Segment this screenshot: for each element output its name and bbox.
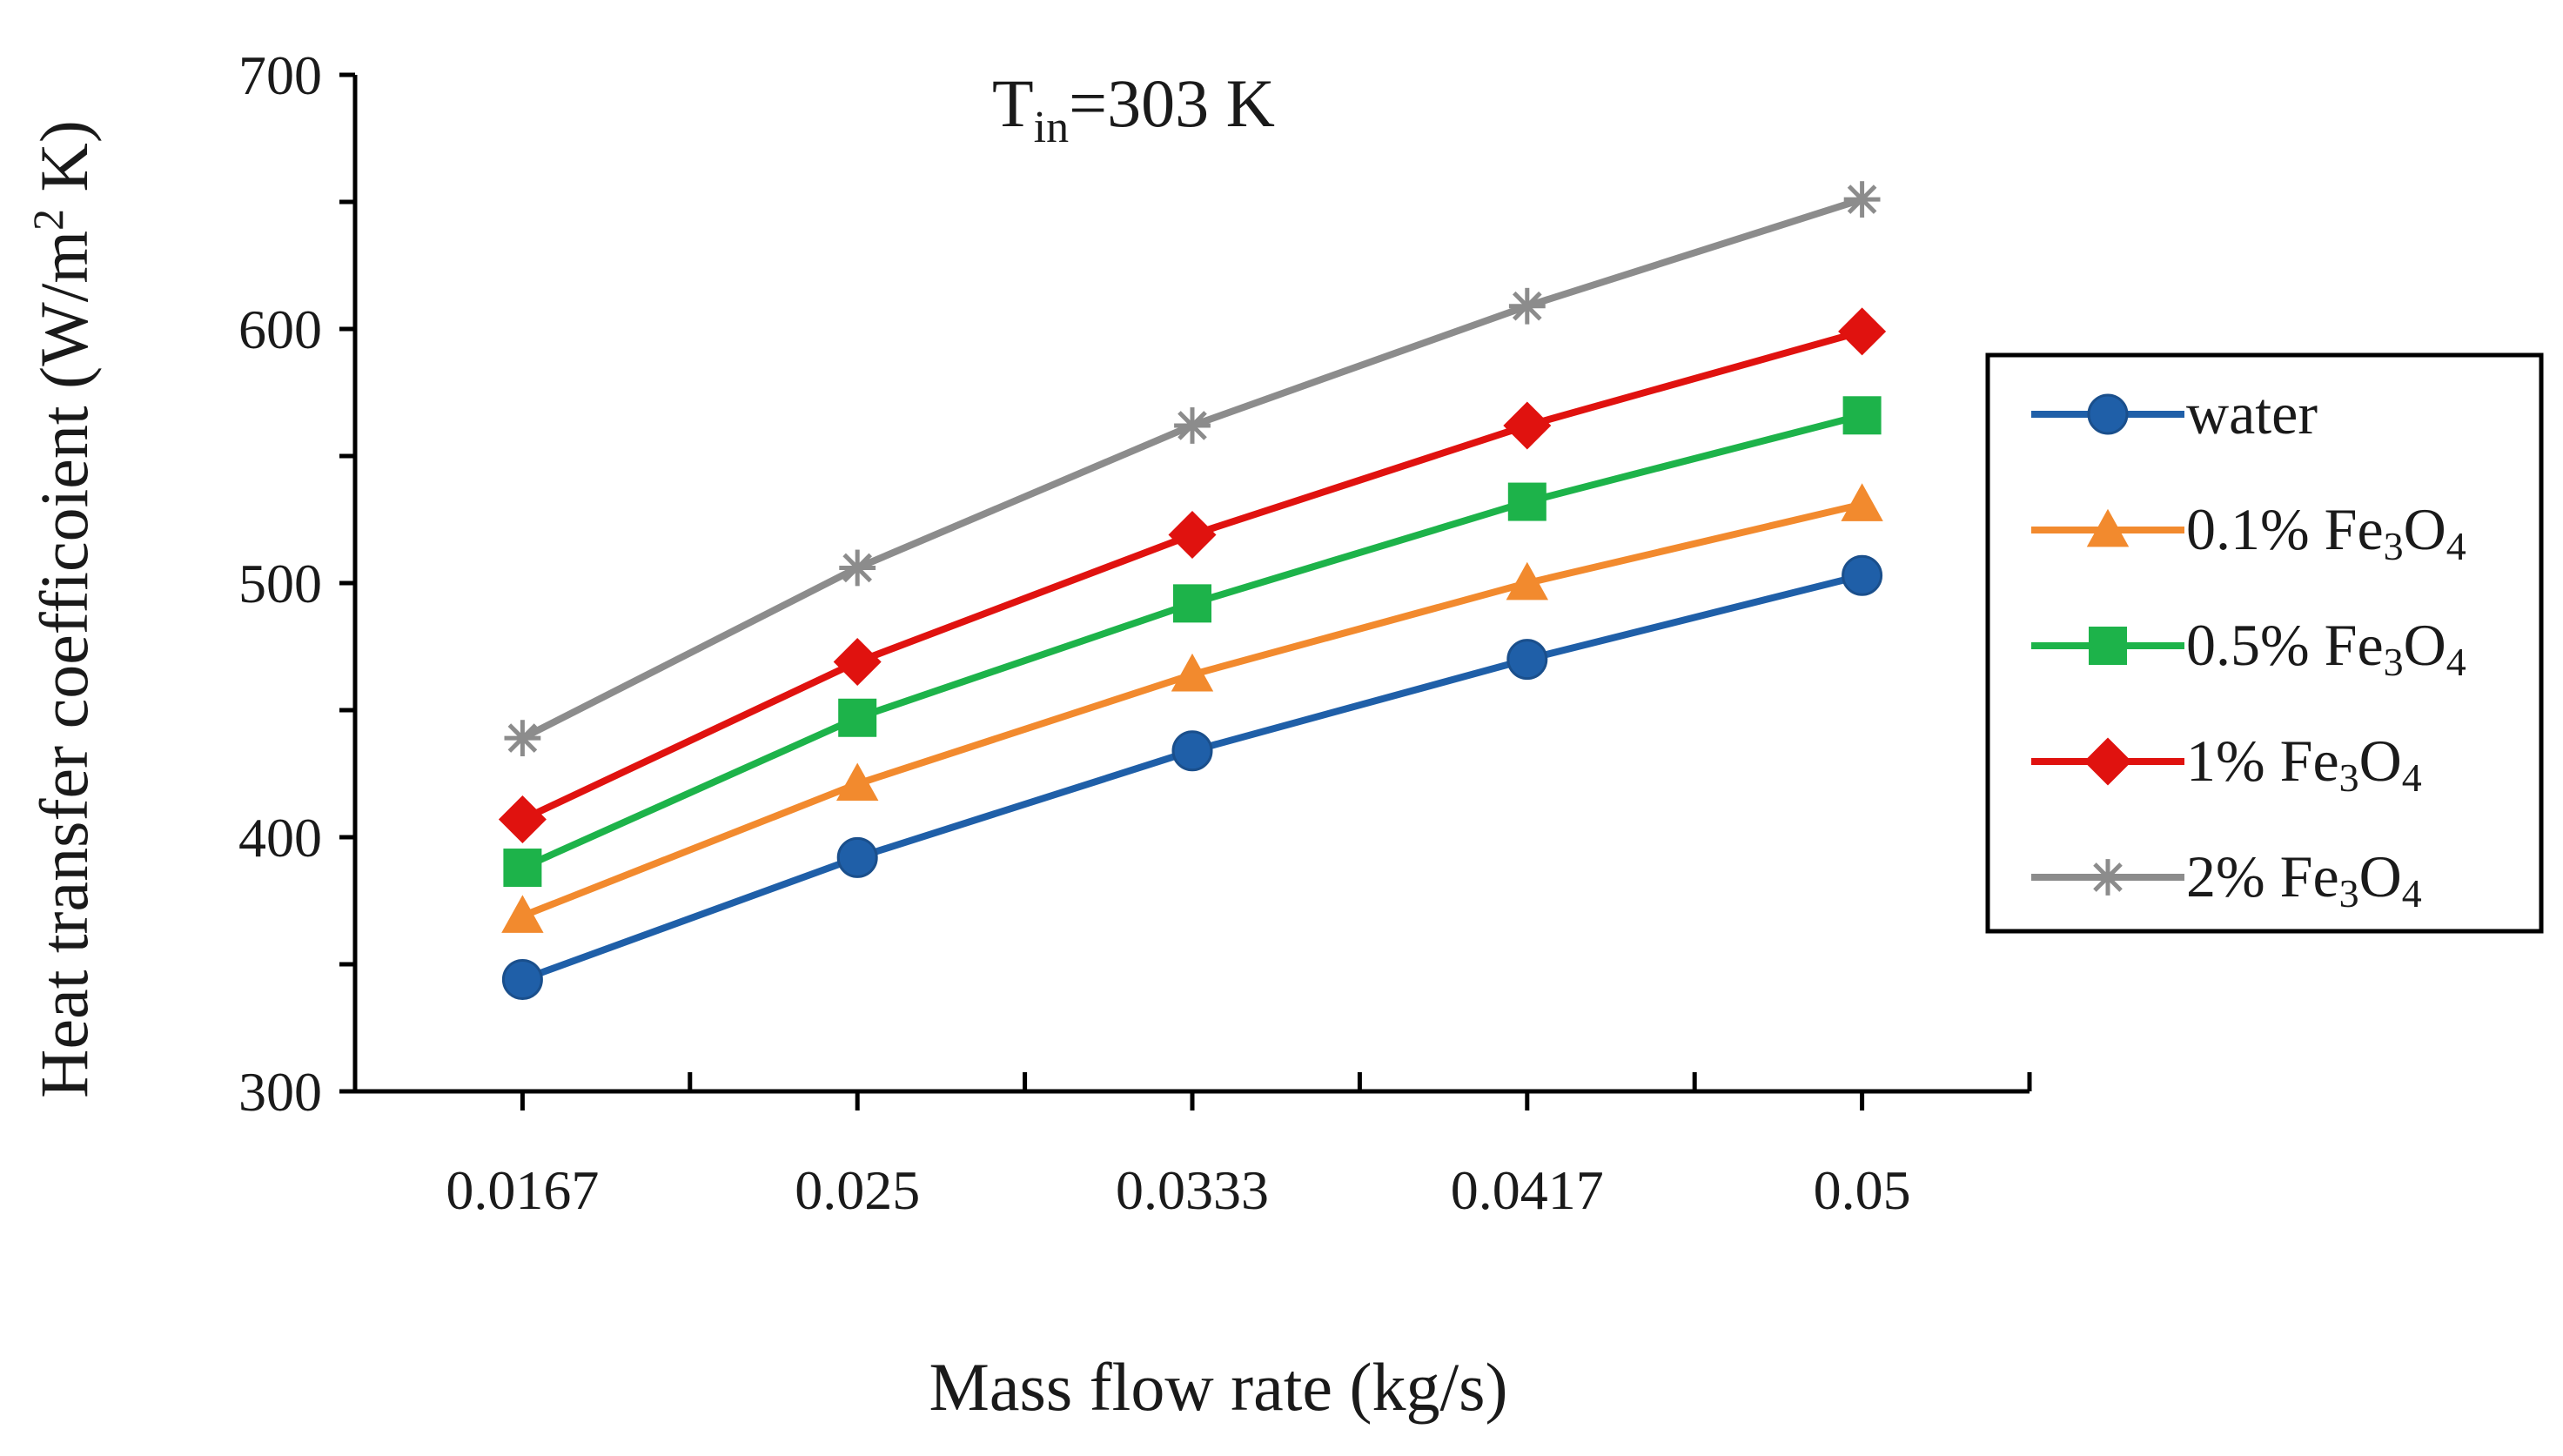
data-point-0-1-fe3o4 [1841, 483, 1883, 521]
chart-title: Tin=303 K [992, 65, 1275, 152]
series-2-fe3o4 [504, 181, 1881, 757]
y-axis-title: Heat transfer coefficoient (W/m2 K) [23, 120, 102, 1098]
data-point-0-5-fe3o4 [503, 849, 542, 888]
series-0-1-fe3o4 [501, 483, 1883, 933]
data-point-0-5-fe3o4 [1507, 482, 1547, 521]
y-tick-label: 400 [238, 807, 322, 869]
data-point-2-fe3o4 [839, 549, 876, 587]
data-point-2-fe3o4 [504, 720, 541, 757]
legend-marker-2-fe3o4 [2090, 859, 2126, 896]
legend: water 0.1% Fe3O4 0.5% Fe3O4 1% Fe3O4 2% Fe3O… [1985, 352, 2544, 934]
legend-marker-water [2087, 393, 2129, 435]
data-point-0-5-fe3o4 [838, 698, 877, 737]
legend-item-0-5-fe3o4: 0.5% Fe3O4 [2031, 612, 2466, 684]
data-point-1-fe3o4 [1168, 511, 1217, 560]
data-point-water [501, 959, 543, 1001]
data-point-water [1842, 554, 1883, 596]
y-axis-title-main: Heat transfer coefficoient (W/m [26, 231, 102, 1098]
y-axis-title-sup: 2 [23, 209, 72, 231]
x-axis-title: Mass flow rate (kg/s) [929, 1349, 1507, 1425]
legend-marker-0-1-fe3o4 [2086, 508, 2130, 547]
data-point-water [1506, 639, 1548, 681]
x-tick-label: 0.0333 [1116, 1159, 1269, 1221]
y-axis-ticks: 300 400 500 600 700 [238, 44, 355, 1123]
legend-label-0-1-fe3o4: 0.1% Fe3O4 [2186, 496, 2466, 568]
data-point-1-fe3o4 [833, 638, 882, 687]
y-tick-label: 500 [238, 553, 322, 614]
series-line-0-5-fe3o4 [520, 412, 1863, 871]
chart-title-rest: =303 K [1069, 65, 1275, 141]
data-point-0-1-fe3o4 [1171, 653, 1214, 692]
legend-marker-1-fe3o4 [2083, 737, 2132, 786]
data-point-2-fe3o4 [1843, 181, 1881, 218]
series-group [498, 181, 1887, 1001]
y-tick-label: 700 [238, 44, 322, 106]
legend-marker-0-5-fe3o4 [2089, 627, 2127, 665]
chart-title-sub: in [1034, 103, 1069, 152]
chart-title-main: T [992, 65, 1034, 141]
data-point-0-5-fe3o4 [1842, 396, 1882, 435]
data-point-1-fe3o4 [1838, 307, 1887, 356]
series-water [501, 554, 1883, 1001]
legend-label-2-fe3o4: 2% Fe3O4 [2186, 843, 2422, 916]
series-0-5-fe3o4 [503, 396, 1882, 888]
x-tick-label: 0.0417 [1451, 1159, 1604, 1221]
legend-item-2-fe3o4: 2% Fe3O4 [2031, 843, 2422, 916]
x-tick-label: 0.025 [795, 1159, 920, 1221]
data-point-0-5-fe3o4 [1173, 584, 1211, 623]
legend-item-1-fe3o4: 1% Fe3O4 [2031, 728, 2422, 800]
data-point-1-fe3o4 [498, 795, 547, 844]
legend-item-water: water [2031, 380, 2318, 446]
legend-label-1-fe3o4: 1% Fe3O4 [2186, 728, 2422, 800]
data-point-1-fe3o4 [1503, 401, 1552, 450]
series-line-0-1-fe3o4 [520, 500, 1863, 920]
series-1-fe3o4 [498, 307, 1887, 844]
x-axis-ticks: 0.0167 0.025 0.0333 0.0417 0.05 [446, 1072, 2032, 1221]
y-axis-title-rest: K) [26, 120, 102, 209]
x-tick-label: 0.05 [1814, 1159, 1911, 1221]
data-point-0-1-fe3o4 [501, 895, 544, 933]
y-tick-label: 300 [238, 1061, 322, 1123]
y-tick-label: 600 [238, 299, 322, 360]
legend-label-water: water [2186, 380, 2318, 446]
data-point-0-1-fe3o4 [836, 762, 879, 802]
data-point-water [1171, 730, 1213, 772]
data-point-water [836, 836, 878, 878]
data-point-2-fe3o4 [1508, 287, 1546, 325]
legend-items: water 0.1% Fe3O4 0.5% Fe3O4 1% Fe3O4 2% Fe3O… [2031, 380, 2466, 916]
x-tick-label: 0.0167 [446, 1159, 599, 1221]
legend-item-0-1-fe3o4: 0.1% Fe3O4 [2031, 496, 2466, 568]
data-point-0-1-fe3o4 [1506, 561, 1548, 601]
data-point-2-fe3o4 [1174, 407, 1211, 444]
legend-label-0-5-fe3o4: 0.5% Fe3O4 [2186, 612, 2466, 684]
